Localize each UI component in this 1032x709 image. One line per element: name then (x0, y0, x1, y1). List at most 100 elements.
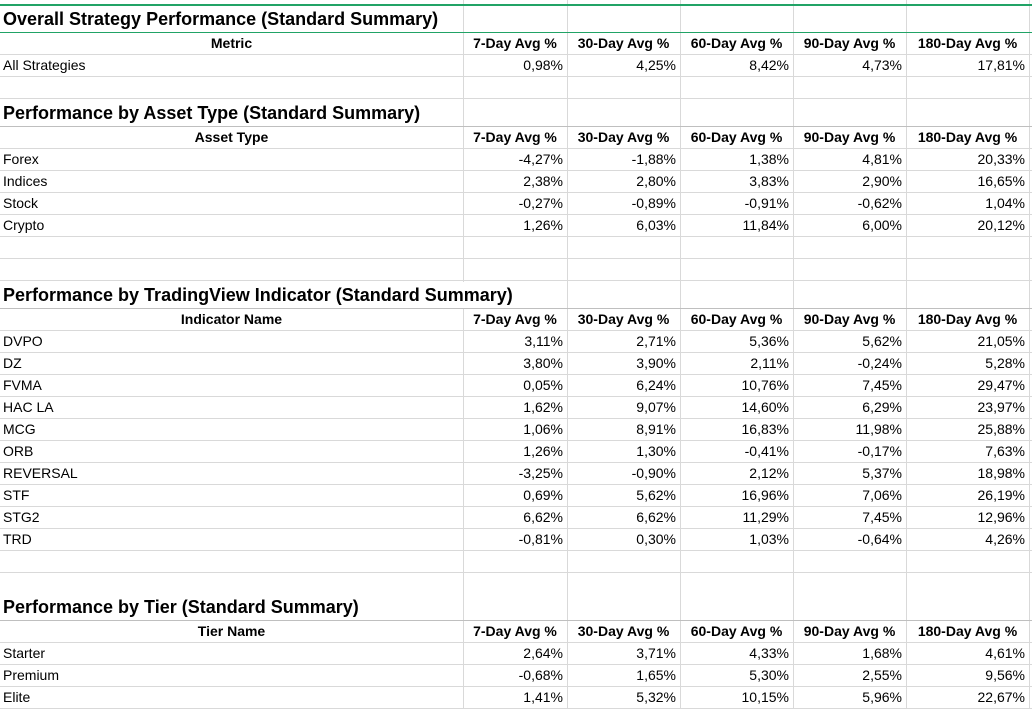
header-cell[interactable]: 180-Day Avg % (917, 311, 1018, 327)
row-label-cell[interactable]: Stock (3, 195, 39, 211)
value-cell[interactable]: 1,38% (749, 151, 789, 167)
row-label-cell[interactable]: HAC LA (3, 399, 54, 415)
value-cell[interactable]: 7,06% (862, 487, 902, 503)
value-cell[interactable]: 5,96% (862, 689, 902, 705)
value-cell[interactable]: 20,12% (977, 217, 1025, 233)
header-cell[interactable]: 30-Day Avg % (577, 129, 670, 145)
header-cell[interactable]: 60-Day Avg % (690, 35, 783, 51)
header-cell[interactable]: 7-Day Avg % (473, 129, 557, 145)
value-cell[interactable]: 16,65% (977, 173, 1025, 189)
value-cell[interactable]: 2,80% (636, 173, 676, 189)
value-cell[interactable]: 0,98% (523, 57, 563, 73)
value-cell[interactable]: 9,56% (985, 667, 1025, 683)
row-label-cell[interactable]: Starter (3, 645, 46, 661)
value-cell[interactable]: 16,83% (741, 421, 789, 437)
header-cell[interactable]: 60-Day Avg % (690, 623, 783, 639)
header-cell[interactable]: 60-Day Avg % (690, 129, 783, 145)
value-cell[interactable]: 1,62% (523, 399, 563, 415)
value-cell[interactable]: 4,61% (985, 645, 1025, 661)
header-cell[interactable]: 30-Day Avg % (577, 35, 670, 51)
value-cell[interactable]: -0,81% (518, 531, 563, 547)
row-label-cell[interactable]: All Strategies (3, 57, 86, 73)
value-cell[interactable]: -0,24% (857, 355, 902, 371)
value-cell[interactable]: -3,25% (518, 465, 563, 481)
row-label-cell[interactable]: ORB (3, 443, 34, 459)
value-cell[interactable]: 5,62% (636, 487, 676, 503)
value-cell[interactable]: 1,26% (523, 217, 563, 233)
value-cell[interactable]: 3,83% (749, 173, 789, 189)
value-cell[interactable]: 1,04% (985, 195, 1025, 211)
value-cell[interactable]: 20,33% (977, 151, 1025, 167)
value-cell[interactable]: -4,27% (518, 151, 563, 167)
value-cell[interactable]: 11,84% (742, 217, 789, 233)
value-cell[interactable]: 4,26% (985, 531, 1025, 547)
value-cell[interactable]: -0,91% (744, 195, 789, 211)
row-label-cell[interactable]: Crypto (3, 217, 45, 233)
value-cell[interactable]: 5,32% (636, 689, 676, 705)
value-cell[interactable]: 5,30% (749, 667, 789, 683)
value-cell[interactable]: 1,03% (749, 531, 789, 547)
value-cell[interactable]: -0,27% (518, 195, 563, 211)
value-cell[interactable]: 21,05% (977, 333, 1025, 349)
row-label-cell[interactable]: MCG (3, 421, 36, 437)
value-cell[interactable]: -0,62% (857, 195, 902, 211)
value-cell[interactable]: 25,88% (977, 421, 1025, 437)
value-cell[interactable]: 3,80% (523, 355, 563, 371)
row-label-cell[interactable]: REVERSAL (3, 465, 78, 481)
value-cell[interactable]: 8,42% (749, 57, 789, 73)
value-cell[interactable]: 8,91% (636, 421, 676, 437)
header-cell[interactable]: 180-Day Avg % (917, 623, 1018, 639)
value-cell[interactable]: -0,17% (857, 443, 902, 459)
row-label-cell[interactable]: Indices (3, 173, 48, 189)
row-label-cell[interactable]: DVPO (3, 333, 43, 349)
header-cell[interactable]: 90-Day Avg % (803, 623, 896, 639)
value-cell[interactable]: 6,62% (523, 509, 563, 525)
value-cell[interactable]: 2,64% (523, 645, 563, 661)
value-cell[interactable]: 4,25% (636, 57, 676, 73)
value-cell[interactable]: 9,07% (636, 399, 676, 415)
value-cell[interactable]: -0,90% (631, 465, 676, 481)
value-cell[interactable]: -0,41% (744, 443, 789, 459)
value-cell[interactable]: 1,06% (523, 421, 563, 437)
value-cell[interactable]: 0,05% (523, 377, 563, 393)
header-cell[interactable]: 7-Day Avg % (473, 311, 557, 327)
value-cell[interactable]: 2,12% (749, 465, 789, 481)
value-cell[interactable]: 4,73% (862, 57, 902, 73)
value-cell[interactable]: 1,41% (523, 689, 563, 705)
value-cell[interactable]: -0,89% (631, 195, 676, 211)
header-cell[interactable]: 7-Day Avg % (473, 35, 557, 51)
header-cell-label[interactable]: Tier Name (197, 623, 266, 639)
row-label-cell[interactable]: STF (3, 487, 30, 503)
value-cell[interactable]: 5,62% (862, 333, 902, 349)
header-cell[interactable]: 30-Day Avg % (577, 623, 670, 639)
value-cell[interactable]: 2,11% (750, 355, 789, 371)
header-cell[interactable]: 90-Day Avg % (803, 35, 896, 51)
row-label-cell[interactable]: TRD (3, 531, 32, 547)
value-cell[interactable]: 10,15% (741, 689, 789, 705)
value-cell[interactable]: 2,38% (523, 173, 563, 189)
value-cell[interactable]: 12,96% (977, 509, 1025, 525)
value-cell[interactable]: 3,11% (524, 333, 563, 349)
value-cell[interactable]: -0,64% (857, 531, 902, 547)
value-cell[interactable]: 5,36% (749, 333, 789, 349)
value-cell[interactable]: 3,90% (636, 355, 676, 371)
header-cell[interactable]: 60-Day Avg % (690, 311, 783, 327)
value-cell[interactable]: 6,62% (636, 509, 676, 525)
value-cell[interactable]: 29,47% (977, 377, 1025, 393)
value-cell[interactable]: 17,81% (977, 57, 1025, 73)
row-label-cell[interactable]: Premium (3, 667, 60, 683)
value-cell[interactable]: 1,65% (636, 667, 676, 683)
value-cell[interactable]: 2,90% (862, 173, 902, 189)
row-label-cell[interactable]: DZ (3, 355, 22, 371)
value-cell[interactable]: 2,55% (862, 667, 902, 683)
header-cell[interactable]: 90-Day Avg % (803, 129, 896, 145)
value-cell[interactable]: 4,33% (749, 645, 789, 661)
value-cell[interactable]: 1,26% (523, 443, 563, 459)
value-cell[interactable]: 18,98% (977, 465, 1025, 481)
header-cell[interactable]: 90-Day Avg % (803, 311, 896, 327)
value-cell[interactable]: 11,98% (855, 421, 902, 437)
value-cell[interactable]: 16,96% (741, 487, 789, 503)
value-cell[interactable]: 6,00% (862, 217, 902, 233)
value-cell[interactable]: 22,67% (977, 689, 1025, 705)
